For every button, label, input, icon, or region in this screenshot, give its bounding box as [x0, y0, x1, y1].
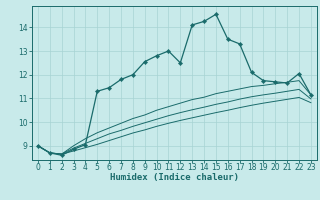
X-axis label: Humidex (Indice chaleur): Humidex (Indice chaleur) — [110, 173, 239, 182]
